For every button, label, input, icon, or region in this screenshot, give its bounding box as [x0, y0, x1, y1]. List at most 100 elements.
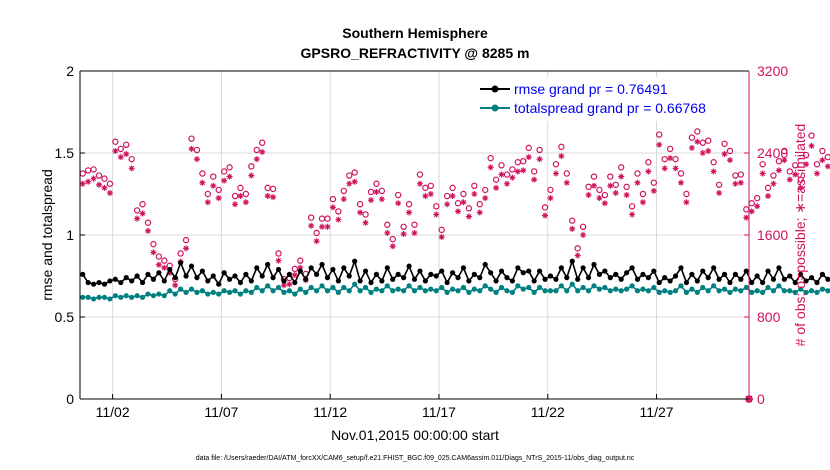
- obs-assimilated-marker: [607, 182, 614, 189]
- rmse-point: [694, 278, 700, 284]
- totalspread-point: [591, 283, 597, 289]
- obs-possible-marker: [378, 187, 386, 195]
- obs-assimilated-marker: [378, 196, 385, 203]
- obs-assimilated-marker: [335, 216, 342, 223]
- obs-assimilated-marker: [155, 261, 162, 268]
- rmse-point: [422, 278, 428, 284]
- rmse-point: [493, 278, 499, 284]
- totalspread-point: [286, 288, 293, 294]
- obs-possible-marker: [520, 157, 527, 165]
- obs-possible-marker: [112, 138, 119, 145]
- totalspread-point: [651, 284, 657, 291]
- obs-possible-marker: [259, 139, 266, 146]
- obs-assimilated-marker: [792, 171, 799, 178]
- rmse-point: [449, 270, 456, 276]
- rmse-point: [357, 278, 363, 284]
- rmse-point: [368, 279, 374, 286]
- obs-possible-marker: [590, 173, 598, 180]
- rmse-point: [172, 275, 178, 281]
- obs-assimilated-marker: [558, 153, 565, 160]
- obs-possible-marker: [139, 201, 146, 208]
- legend-marker-rmse: [491, 85, 499, 93]
- rmse-point: [150, 276, 157, 282]
- obs-assimilated-marker: [422, 193, 429, 200]
- totalspread-point: [656, 289, 662, 295]
- rmse-point: [526, 268, 532, 274]
- totalspread-point: [629, 283, 635, 289]
- rmse-point: [401, 275, 407, 281]
- totalspread-point: [216, 291, 222, 297]
- obs-assimilated-marker: [460, 199, 467, 206]
- obs-assimilated-marker: [340, 196, 347, 203]
- totalspread-point: [553, 288, 559, 294]
- obs-assimilated-marker: [574, 252, 581, 259]
- obs-possible-marker: [465, 205, 473, 212]
- totalspread-point: [738, 288, 744, 294]
- totalspread-point: [613, 286, 619, 292]
- obs-possible-marker: [427, 182, 435, 189]
- obs-assimilated-marker: [569, 225, 576, 232]
- obs-assimilated-marker: [134, 215, 141, 222]
- obs-possible-marker: [329, 195, 337, 203]
- obs-assimilated-marker: [367, 197, 374, 204]
- obs-assimilated-series: [79, 138, 830, 403]
- totalspread-point: [379, 288, 385, 294]
- rmse-point: [575, 276, 581, 282]
- obs-assimilated-marker: [819, 157, 826, 164]
- totalspread-point: [640, 286, 646, 292]
- rmse-point: [727, 279, 733, 286]
- obs-assimilated-marker: [193, 156, 200, 163]
- totalspread-point: [275, 284, 282, 291]
- rmse-point: [232, 273, 238, 279]
- totalspread-point: [803, 289, 809, 295]
- rmse-point: [145, 271, 151, 277]
- totalspread-point: [188, 286, 195, 292]
- obs-assimilated-marker: [650, 187, 657, 194]
- obs-possible-marker: [639, 190, 647, 198]
- rmse-point: [80, 271, 86, 277]
- rmse-point: [379, 278, 385, 284]
- rmse-point: [765, 268, 771, 274]
- totalspread-point: [167, 288, 173, 294]
- rmse-point: [156, 270, 162, 276]
- rmse-point: [629, 265, 635, 271]
- legend-label-rmse: rmse grand pr = 0.76491: [514, 81, 668, 97]
- totalspread-point: [743, 284, 749, 291]
- rmse-point: [439, 268, 445, 274]
- obs-assimilated-marker: [748, 208, 755, 215]
- obs-assimilated-marker: [395, 200, 402, 207]
- legend-marker-totalspread: [491, 104, 499, 112]
- obs-assimilated-marker: [449, 193, 456, 200]
- rmse-point: [335, 278, 341, 284]
- totalspread-point: [303, 289, 309, 295]
- rmse-point: [749, 279, 755, 286]
- rmse-point: [352, 258, 358, 264]
- obs-possible-marker: [177, 250, 184, 257]
- obs-possible-marker: [808, 132, 815, 139]
- totalspread-point: [226, 289, 233, 295]
- obs-possible-marker: [601, 191, 609, 199]
- obs-possible-marker: [356, 201, 364, 208]
- obs-possible-marker: [552, 161, 560, 168]
- obs-assimilated-marker: [221, 177, 228, 184]
- totalspread-point: [662, 288, 668, 294]
- rmse-point: [482, 261, 488, 268]
- rmse-point: [520, 270, 526, 276]
- obs-possible-marker: [498, 162, 505, 169]
- totalspread-point: [515, 283, 521, 289]
- obs-assimilated-marker: [547, 195, 554, 202]
- rmse-point: [417, 268, 423, 274]
- obs-possible-marker: [737, 171, 745, 178]
- obs-possible-marker: [617, 164, 625, 171]
- totalspread-point: [531, 289, 537, 295]
- totalspread-point: [373, 286, 380, 292]
- rmse-point: [205, 278, 211, 284]
- obs-possible-marker: [656, 131, 663, 138]
- rmse-point: [139, 279, 146, 286]
- totalspread-point: [265, 283, 271, 289]
- totalspread-point: [237, 291, 244, 297]
- obs-possible-marker: [362, 211, 369, 218]
- obs-possible-marker: [405, 201, 413, 208]
- totalspread-point: [667, 289, 673, 295]
- y-tick-label-left: 1.5: [55, 145, 75, 161]
